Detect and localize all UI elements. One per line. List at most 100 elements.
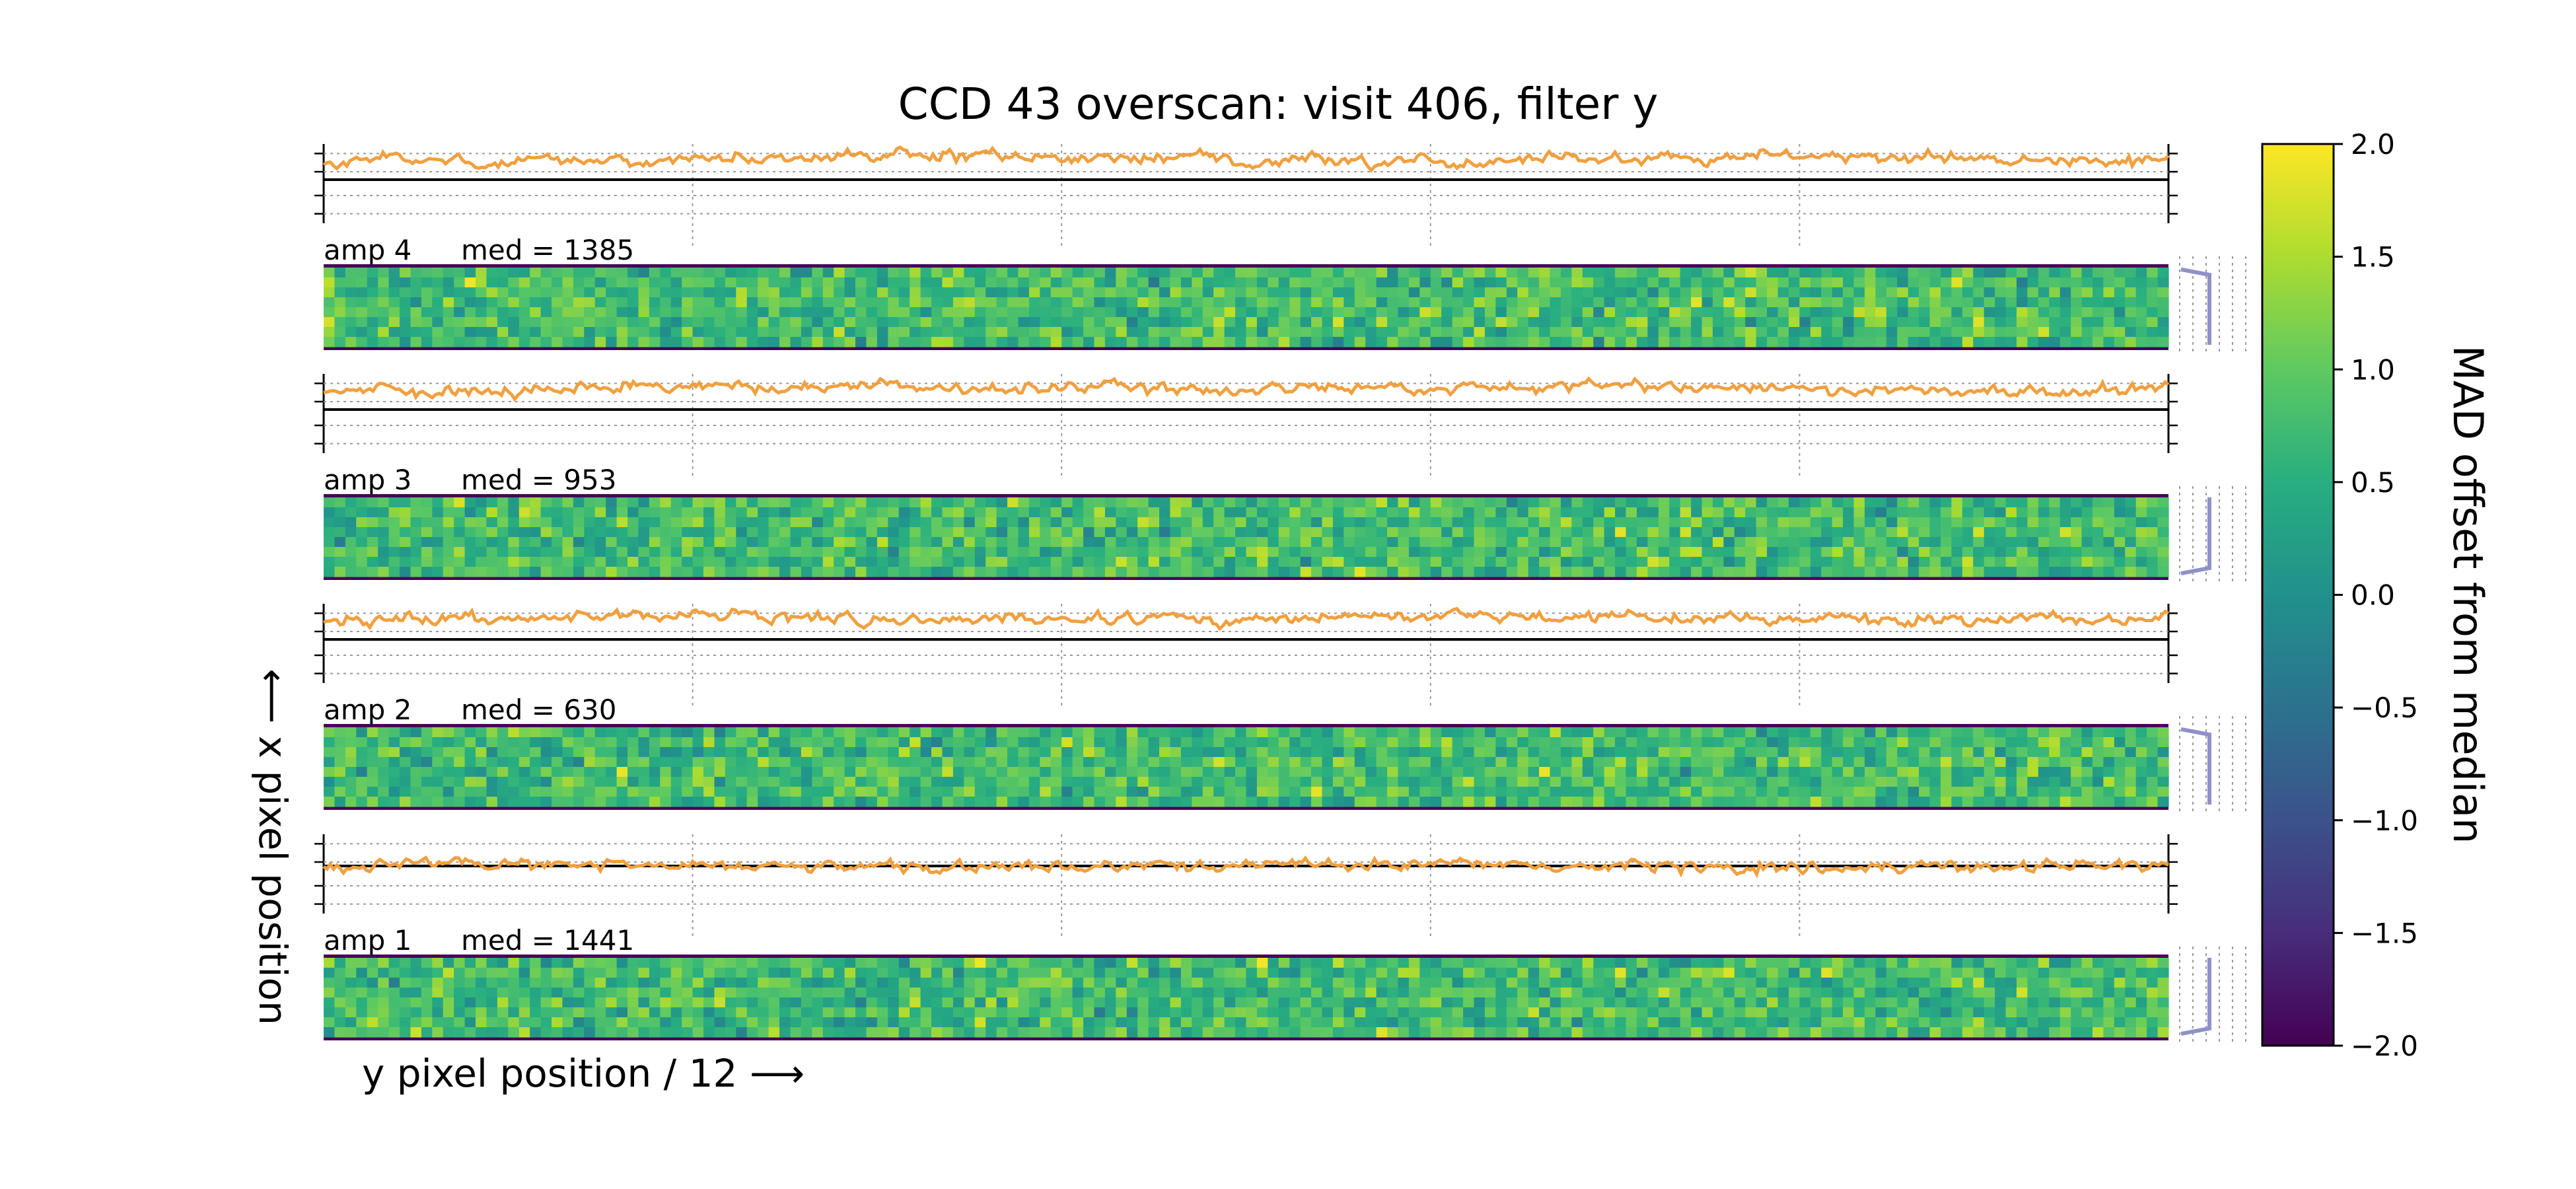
heatmap-cell	[1615, 757, 1627, 768]
heatmap-cell	[2016, 968, 2028, 978]
heatmap-cell	[2005, 557, 2017, 567]
heatmap-cell	[400, 968, 411, 978]
heatmap-cell	[812, 797, 824, 807]
heatmap-cell	[432, 297, 444, 308]
heatmap-cell	[2027, 517, 2039, 528]
heatmap-cell	[410, 997, 422, 1008]
heatmap-cell	[1658, 517, 1670, 528]
heatmap-cell	[942, 268, 954, 278]
heatmap-cell	[1387, 268, 1399, 278]
heatmap-cell	[1018, 337, 1030, 347]
heatmap-cell	[356, 988, 368, 998]
heatmap-cell	[1593, 507, 1605, 518]
heatmap-cell	[464, 517, 476, 528]
heatmap-cell	[1517, 527, 1529, 538]
heatmap-cell	[1192, 507, 1203, 518]
heatmap-cell	[964, 268, 976, 278]
heatmap-cell	[910, 307, 921, 318]
heatmap-cell	[1571, 958, 1583, 968]
heatmap-cell	[1723, 507, 1735, 518]
heatmap-cell	[1940, 268, 1952, 278]
heatmap-cell	[746, 958, 758, 968]
heatmap-cell	[606, 978, 618, 988]
heatmap-cell	[497, 978, 509, 988]
heatmap-cell	[1669, 777, 1681, 787]
heatmap-cell	[519, 317, 530, 328]
heatmap-cell	[1886, 287, 1898, 298]
heatmap-cell	[1539, 958, 1551, 968]
heatmap-cell	[1083, 737, 1095, 748]
heatmap-cell	[1691, 287, 1703, 298]
heatmap-cell	[1300, 287, 1312, 298]
heatmap-cell	[1680, 287, 1692, 298]
heatmap-cell	[638, 767, 650, 777]
heatmap-cell	[1843, 287, 1855, 298]
heatmap-cell	[1853, 727, 1865, 738]
heatmap-cell	[725, 988, 736, 998]
heatmap-cell	[1593, 797, 1605, 807]
heatmap-cell	[1018, 537, 1030, 548]
heatmap-cell	[952, 777, 964, 787]
heatmap-cell	[1028, 547, 1040, 558]
heatmap-cell	[1908, 727, 1919, 738]
heatmap-cell	[334, 757, 346, 768]
heatmap-cell	[410, 307, 422, 318]
heatmap-cell	[2114, 527, 2126, 538]
heatmap-cell	[1343, 287, 1355, 298]
heatmap-cell	[2125, 297, 2137, 308]
heatmap-cell	[2147, 968, 2159, 978]
heatmap-cell	[1712, 737, 1724, 748]
heatmap-cell	[2059, 958, 2071, 968]
heatmap-cell	[2038, 787, 2050, 797]
heatmap-cell	[1452, 497, 1464, 508]
heatmap-cell	[801, 757, 812, 768]
heatmap-cell	[1658, 547, 1670, 558]
heatmap-cell	[1832, 307, 1843, 318]
heatmap-cell	[1767, 757, 1779, 768]
heatmap-cell	[638, 517, 650, 528]
heatmap-cell	[1636, 968, 1648, 978]
heatmap-cell	[1256, 968, 1268, 978]
heatmap-cell	[866, 777, 878, 787]
heatmap-cell	[421, 287, 433, 298]
heatmap-cell	[1256, 988, 1268, 998]
heatmap-cell	[1495, 988, 1507, 998]
heatmap-cell	[421, 527, 433, 538]
heatmap-cell	[345, 727, 357, 738]
heatmap-cell	[1408, 517, 1420, 528]
heatmap-cell	[2027, 968, 2039, 978]
heatmap-cell	[1148, 747, 1160, 758]
heatmap-cell	[2038, 557, 2050, 567]
heatmap-cell	[1680, 297, 1692, 308]
heatmap-cell	[974, 547, 986, 558]
heatmap-cell	[1159, 317, 1171, 328]
heatmap-cell	[1886, 547, 1898, 558]
heatmap-cell	[1593, 547, 1605, 558]
heatmap-cell	[573, 777, 585, 787]
heatmap-cell	[725, 747, 736, 758]
heatmap-cell	[2049, 517, 2061, 528]
heatmap-cell	[1539, 767, 1551, 777]
heatmap-cell	[1256, 317, 1268, 328]
heatmap-cell	[378, 337, 390, 347]
heatmap-cell	[2157, 268, 2169, 278]
heatmap-cell	[703, 537, 715, 548]
heatmap-cell	[476, 307, 487, 318]
heatmap-cell	[1962, 297, 1974, 308]
heatmap-cell	[552, 317, 563, 328]
heatmap-cell	[703, 307, 715, 318]
heatmap-cell	[2114, 968, 2126, 978]
heatmap-cell	[1799, 777, 1811, 787]
heatmap-cell	[1419, 547, 1431, 558]
heatmap-cell	[530, 968, 542, 978]
heatmap-cell	[1995, 968, 2007, 978]
heatmap-cell	[1897, 517, 1909, 528]
heatmap-cell	[746, 757, 758, 768]
heatmap-cell	[1126, 497, 1138, 508]
heatmap-cell	[367, 737, 378, 748]
heatmap-cell	[1550, 297, 1561, 308]
heatmap-cell	[1756, 978, 1768, 988]
heatmap-cell	[345, 968, 357, 978]
heatmap-cell	[758, 287, 769, 298]
heatmap-cell	[844, 307, 856, 318]
